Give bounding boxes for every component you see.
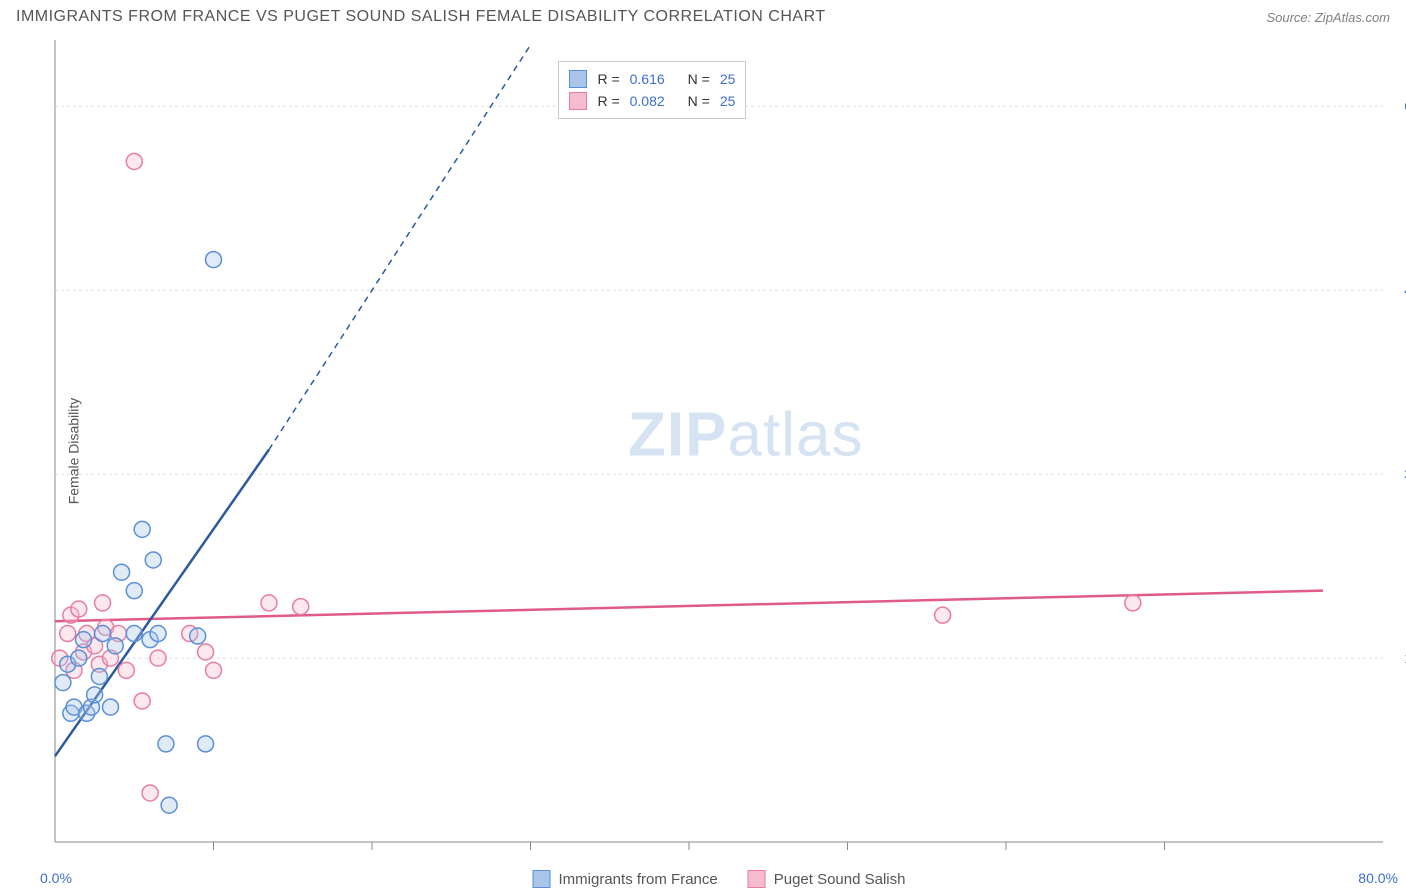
- legend-label: Puget Sound Salish: [774, 871, 906, 888]
- n-label: N =: [688, 68, 710, 90]
- n-label: N =: [688, 90, 710, 112]
- x-axis-min-label: 0.0%: [40, 870, 72, 886]
- source-label: Source: ZipAtlas.com: [1266, 10, 1390, 25]
- chart-title: IMMIGRANTS FROM FRANCE VS PUGET SOUND SA…: [16, 8, 826, 26]
- r-label: R =: [597, 68, 619, 90]
- legend-item: Immigrants from France: [533, 870, 718, 888]
- scatter-plot: [50, 40, 1388, 862]
- chart-container: Female Disability ZIPatlas R = 0.616 N =…: [50, 40, 1388, 862]
- r-value: 0.082: [630, 90, 678, 112]
- n-value: 25: [720, 68, 736, 90]
- legend-swatch: [569, 70, 587, 88]
- legend-swatch: [533, 870, 551, 888]
- legend-row: R = 0.082 N = 25: [569, 90, 735, 112]
- legend-label: Immigrants from France: [559, 871, 718, 888]
- legend-row: R = 0.616 N = 25: [569, 68, 735, 90]
- correlation-legend: R = 0.616 N = 25 R = 0.082 N = 25: [558, 61, 746, 120]
- r-value: 0.616: [630, 68, 678, 90]
- chart-header: IMMIGRANTS FROM FRANCE VS PUGET SOUND SA…: [0, 0, 1406, 30]
- legend-item: Puget Sound Salish: [748, 870, 906, 888]
- legend-swatch: [748, 870, 766, 888]
- legend-swatch: [569, 92, 587, 110]
- series-legend: Immigrants from France Puget Sound Salis…: [533, 870, 906, 888]
- x-axis-max-label: 80.0%: [1358, 870, 1398, 886]
- n-value: 25: [720, 90, 736, 112]
- r-label: R =: [597, 90, 619, 112]
